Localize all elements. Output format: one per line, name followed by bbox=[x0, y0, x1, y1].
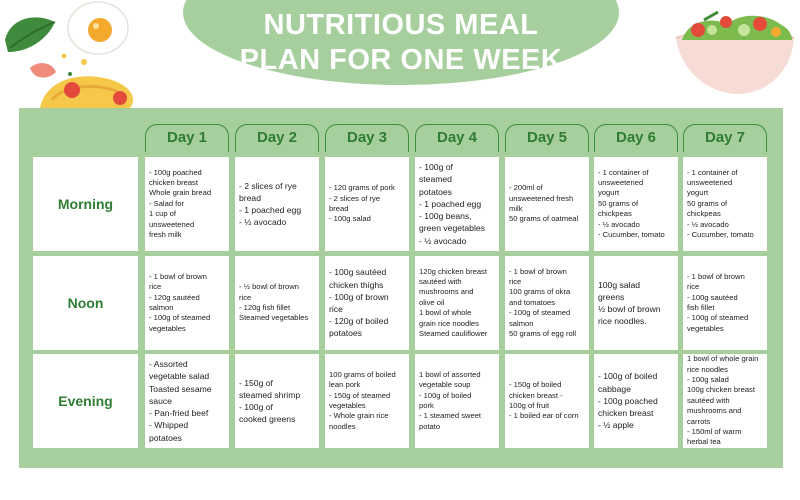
meal-text: - 1 bowl of brown rice - 120g sautéed sa… bbox=[149, 271, 211, 333]
meal-label-evening: Evening bbox=[33, 354, 138, 448]
meal-cell-evening-day5: - 150g of boiled chicken breast - 100g o… bbox=[505, 354, 589, 448]
meal-label-noon: Noon bbox=[33, 256, 138, 350]
meal-text: - 100g of steamed potatoes - 1 poached e… bbox=[419, 162, 485, 246]
meal-text: - ½ bowl of brown rice - 120g fish fille… bbox=[239, 282, 309, 323]
meal-text: 120g chicken breast sautéed with mushroo… bbox=[419, 266, 488, 339]
meal-cell-noon-day3: - 100g sautéed chicken thighs - 100g of … bbox=[325, 256, 409, 350]
meal-text: - 1 container of unsweetened yogurt 50 g… bbox=[687, 167, 754, 240]
meal-text: - 200ml of unsweetened fresh milk 50 gra… bbox=[509, 183, 579, 224]
meal-text: - 100g of boiled cabbage - 100g poached … bbox=[598, 371, 658, 431]
salad-bowl-icon bbox=[675, 10, 795, 94]
meal-cell-noon-day7: - 1 bowl of brown rice - 100g sautéed fi… bbox=[683, 256, 767, 350]
day-header-3: Day 3 bbox=[325, 124, 409, 152]
meal-cell-noon-day5: - 1 bowl of brown rice 100 grams of okra… bbox=[505, 256, 589, 350]
meal-cell-evening-day3: 100 grams of boiled lean pork - 150g of … bbox=[325, 354, 409, 448]
meal-text: - 100g sautéed chicken thighs - 100g of … bbox=[329, 267, 389, 339]
meal-cell-morning-day4: - 100g of steamed potatoes - 1 poached e… bbox=[415, 157, 499, 251]
meal-cell-morning-day6: - 1 container of unsweetened yogurt 50 g… bbox=[594, 157, 678, 251]
meal-cell-noon-day1: - 1 bowl of brown rice - 120g sautéed sa… bbox=[145, 256, 229, 350]
meal-cell-morning-day7: - 1 container of unsweetened yogurt 50 g… bbox=[683, 157, 767, 251]
day-header-6: Day 6 bbox=[594, 124, 678, 152]
meal-cell-evening-day6: - 100g of boiled cabbage - 100g poached … bbox=[594, 354, 678, 448]
meal-text: - 1 bowl of brown rice - 100g sautéed fi… bbox=[687, 271, 749, 333]
meal-text: - 120 grams of pork - 2 slices of rye br… bbox=[329, 183, 395, 224]
page-title: NUTRITIOUS MEAL PLAN FOR ONE WEEK bbox=[183, 8, 619, 78]
title-line-1: NUTRITIOUS MEAL bbox=[263, 9, 539, 41]
meal-text: - Assorted vegetable salad Toasted sesam… bbox=[149, 359, 212, 443]
meal-cell-evening-day7: 1 bowl of whole grain rice noodles - 100… bbox=[683, 354, 767, 448]
title-line-2: PLAN FOR ONE WEEK bbox=[239, 44, 563, 76]
meal-cell-noon-day2: - ½ bowl of brown rice - 120g fish fille… bbox=[235, 256, 319, 350]
day-header-4: Day 4 bbox=[415, 124, 499, 152]
meal-text: - 150g of steamed shrimp - 100g of cooke… bbox=[239, 377, 301, 425]
meal-cell-noon-day6: 100g salad greens ½ bowl of brown rice n… bbox=[594, 256, 678, 350]
meal-text: - 150g of boiled chicken breast - 100g o… bbox=[509, 380, 579, 421]
meal-text: 1 bowl of whole grain rice noodles - 100… bbox=[687, 354, 759, 447]
meal-cell-morning-day5: - 200ml of unsweetened fresh milk 50 gra… bbox=[505, 157, 589, 251]
meal-cell-morning-day3: - 120 grams of pork - 2 slices of rye br… bbox=[325, 157, 409, 251]
meal-cell-evening-day2: - 150g of steamed shrimp - 100g of cooke… bbox=[235, 354, 319, 448]
day-header-7: Day 7 bbox=[683, 124, 767, 152]
meal-text: 100g salad greens ½ bowl of brown rice n… bbox=[598, 279, 661, 327]
meal-cell-evening-day1: - Assorted vegetable salad Toasted sesam… bbox=[145, 354, 229, 448]
meal-text: 1 bowl of assorted vegetable soup - 100g… bbox=[419, 369, 482, 431]
day-header-5: Day 5 bbox=[505, 124, 589, 152]
meal-label-morning: Morning bbox=[33, 157, 138, 251]
meal-cell-noon-day4: 120g chicken breast sautéed with mushroo… bbox=[415, 256, 499, 350]
meal-text: - 1 container of unsweetened yogurt 50 g… bbox=[598, 167, 665, 240]
meal-cell-morning-day2: - 2 slices of rye bread - 1 poached egg … bbox=[235, 157, 319, 251]
meal-text: - 1 bowl of brown rice 100 grams of okra… bbox=[509, 266, 577, 339]
day-header-1: Day 1 bbox=[145, 124, 229, 152]
meal-text: 100 grams of boiled lean pork - 150g of … bbox=[329, 369, 396, 431]
food-illustration-left-icon bbox=[5, 1, 134, 108]
meal-cell-morning-day1: - 100g poached chicken breast Whole grai… bbox=[145, 157, 229, 251]
meal-cell-evening-day4: 1 bowl of assorted vegetable soup - 100g… bbox=[415, 354, 499, 448]
meal-text: - 2 slices of rye bread - 1 poached egg … bbox=[239, 180, 302, 228]
day-header-2: Day 2 bbox=[235, 124, 319, 152]
meal-text: - 100g poached chicken breast Whole grai… bbox=[149, 167, 212, 240]
